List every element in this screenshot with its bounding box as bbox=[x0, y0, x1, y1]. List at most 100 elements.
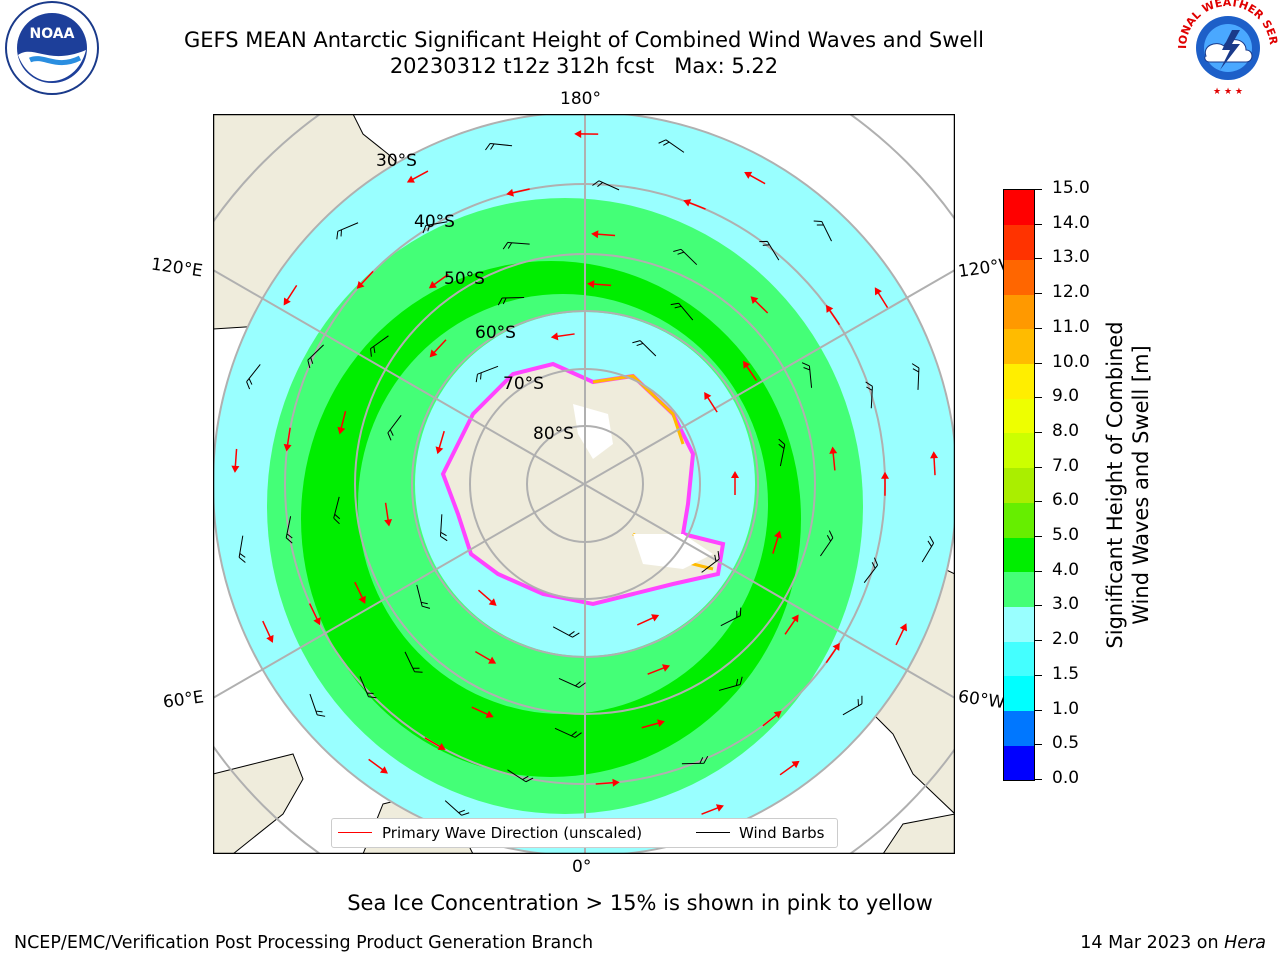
wind-barb bbox=[336, 222, 359, 240]
wave-arrow bbox=[308, 603, 321, 626]
wind-barb-legend-line bbox=[696, 832, 730, 833]
wave-arrow bbox=[429, 339, 447, 358]
colorbar-tick-label: 5.0 bbox=[1052, 525, 1080, 546]
colorbar-tick-mark bbox=[1034, 779, 1042, 780]
noaa-seal-icon: NOAA bbox=[5, 1, 99, 95]
wind-barb bbox=[718, 676, 743, 691]
colorbar-segment bbox=[1004, 224, 1034, 260]
wind-barb bbox=[370, 335, 389, 357]
wind-barb bbox=[673, 248, 698, 266]
wind-barb bbox=[309, 693, 326, 717]
lat-label-60s: 60°S bbox=[475, 323, 516, 343]
lat-label-70s: 70°S bbox=[503, 374, 544, 394]
wave-arrow bbox=[731, 471, 739, 495]
colorbar-tick-mark bbox=[1034, 293, 1042, 295]
wave-arrow bbox=[574, 129, 599, 138]
colorbar-tick-mark bbox=[1034, 570, 1042, 572]
wave-arrow bbox=[262, 620, 274, 643]
wave-arrow bbox=[595, 778, 620, 787]
colorbar-segment bbox=[1004, 641, 1034, 677]
wind-barb bbox=[387, 415, 402, 441]
wave-arrow bbox=[354, 581, 366, 604]
colorbar-tick-label: 2.0 bbox=[1052, 629, 1080, 650]
wave-arrow bbox=[641, 719, 665, 729]
sea-ice-note: Sea Ice Concentration > 15% is shown in … bbox=[347, 891, 933, 915]
lon-label-120e: 120°E bbox=[149, 254, 204, 282]
wind-barb bbox=[842, 695, 863, 716]
colorbar-segment bbox=[1004, 710, 1034, 746]
wind-barb bbox=[911, 363, 920, 390]
lat-label-80s: 80°S bbox=[533, 424, 574, 444]
wind-barb bbox=[359, 676, 377, 699]
colorbar-segment bbox=[1004, 432, 1034, 469]
wave-arrow bbox=[231, 448, 240, 473]
wind-barbs bbox=[238, 139, 935, 835]
wave-arrow bbox=[474, 650, 497, 664]
colorbar-segment bbox=[1004, 606, 1034, 642]
wave-arrow bbox=[829, 446, 838, 471]
colorbar-tick-mark bbox=[1034, 536, 1042, 538]
colorbar-segment bbox=[1004, 675, 1034, 712]
colorbar-segment bbox=[1004, 190, 1034, 226]
wind-barb bbox=[778, 438, 786, 467]
machine-name: Hera bbox=[1224, 933, 1266, 953]
wave-arrow bbox=[825, 642, 840, 664]
wind-barb bbox=[921, 535, 935, 563]
colorbar bbox=[1003, 189, 1035, 781]
wave-arrow bbox=[384, 502, 393, 527]
date-stamp: 14 Mar 2023 on Hera bbox=[1080, 933, 1266, 953]
wind-barb bbox=[507, 769, 534, 783]
colorbar-segment bbox=[1004, 294, 1034, 330]
wave-arrow bbox=[742, 360, 758, 382]
wind-barb bbox=[592, 180, 620, 191]
wind-barb bbox=[246, 364, 261, 390]
colorbar-tick-label: 0.5 bbox=[1052, 733, 1080, 754]
colorbar-segment bbox=[1004, 502, 1034, 538]
colorbar-tick-mark bbox=[1034, 709, 1042, 711]
wind-barb bbox=[558, 678, 586, 688]
wave-arrow bbox=[506, 188, 530, 197]
wave-arrow bbox=[471, 706, 494, 718]
colorbar-tick-mark bbox=[1034, 362, 1042, 364]
wave-arrow bbox=[826, 304, 841, 326]
wave-arrow bbox=[283, 427, 292, 452]
wave-arrow bbox=[337, 411, 347, 435]
colorbar-tick-label: 7.0 bbox=[1052, 455, 1080, 476]
colorbar-tick-mark bbox=[1034, 189, 1042, 190]
wave-arrow bbox=[406, 170, 429, 183]
wave-direction-arrows bbox=[231, 129, 939, 836]
wind-barb bbox=[497, 297, 525, 306]
wind-barb bbox=[285, 516, 293, 544]
colorbar-tick-label: 1.0 bbox=[1052, 698, 1080, 719]
wave-arrow bbox=[636, 614, 660, 626]
lat-label-30s: 30°S bbox=[376, 151, 417, 171]
wind-barb bbox=[485, 142, 513, 151]
wind-barb bbox=[701, 550, 720, 573]
colorbar-tick-mark bbox=[1034, 605, 1042, 607]
colorbar-tick-label: 15.0 bbox=[1052, 178, 1090, 198]
wave-arrow bbox=[874, 287, 889, 309]
wave-arrow bbox=[683, 199, 706, 210]
wave-arrow bbox=[428, 273, 449, 289]
wind-barb bbox=[238, 535, 246, 563]
colorbar-tick-label: 13.0 bbox=[1052, 247, 1090, 268]
map-legend: Primary Wave Direction (unscaled) Wind B… bbox=[331, 818, 838, 848]
wave-arrow bbox=[784, 614, 799, 635]
colorbar-segment bbox=[1004, 571, 1034, 607]
colorbar-tick-label: 8.0 bbox=[1052, 420, 1080, 441]
colorbar-tick-label: 6.0 bbox=[1052, 490, 1080, 511]
wind-barb bbox=[681, 755, 709, 765]
wind-barb bbox=[552, 626, 580, 638]
wave-arrow bbox=[744, 171, 766, 185]
colorbar-tick-mark bbox=[1034, 223, 1042, 225]
colorbar-tick-label: 14.0 bbox=[1052, 212, 1090, 233]
colorbar-segment bbox=[1004, 745, 1034, 781]
colorbar-segment bbox=[1004, 328, 1034, 365]
colorbar-tick-label: 0.0 bbox=[1052, 768, 1080, 788]
wave-arrow bbox=[356, 270, 374, 289]
wind-barb bbox=[444, 800, 470, 816]
wave-arrow bbox=[591, 230, 616, 239]
colorbar-tick-label: 3.0 bbox=[1052, 594, 1080, 615]
wind-barb bbox=[759, 240, 780, 261]
wind-barb bbox=[502, 241, 530, 250]
